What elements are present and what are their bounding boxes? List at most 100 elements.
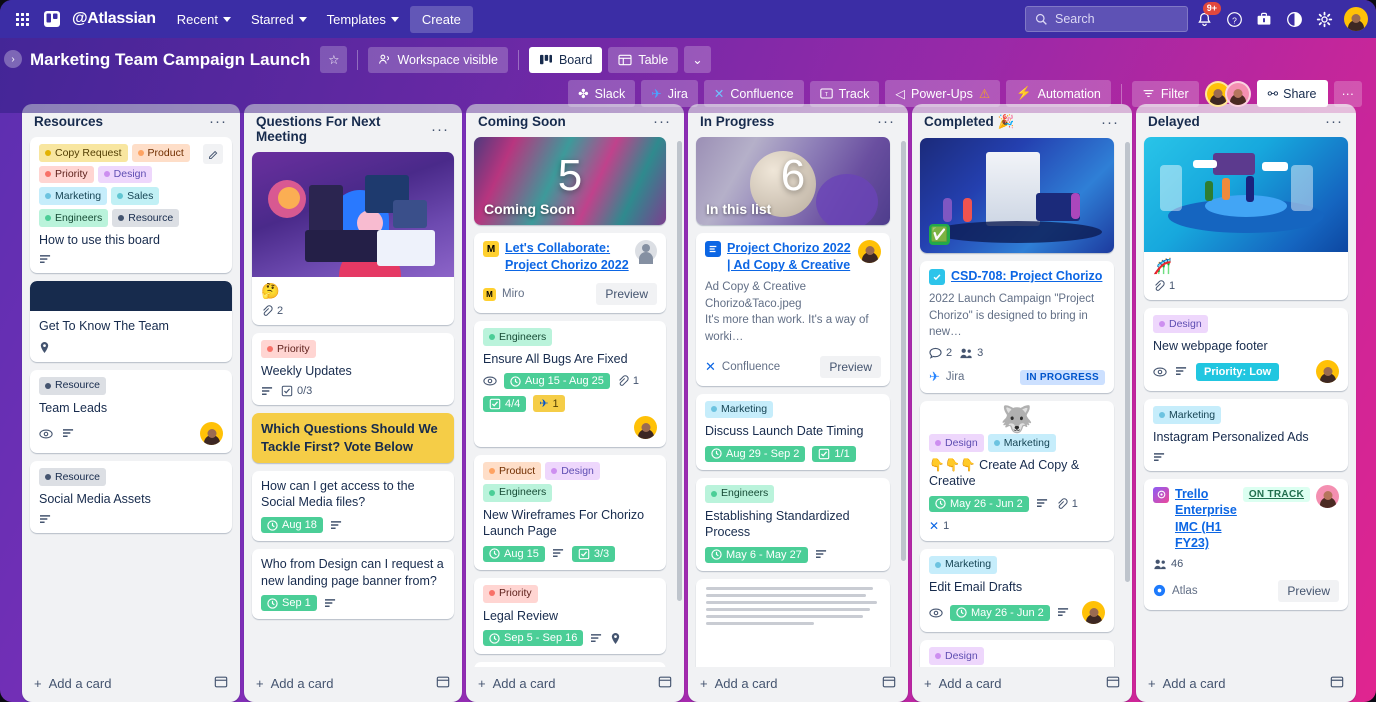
add-card-button[interactable]: + Add a card [22,667,240,702]
avatar[interactable] [1082,601,1105,625]
nav-recent[interactable]: Recent [168,7,240,32]
workspace-visibility-button[interactable]: Workspace visible [368,46,508,73]
due-date-badge[interactable]: May 26 - Jun 2 [950,604,1050,621]
label-marketing[interactable]: Marketing [987,434,1056,452]
view-more-dropdown[interactable]: ⌄ [684,46,711,73]
card-establishing-standardized-process[interactable]: Engineers Establishing Standardized Proc… [696,477,890,571]
card-new-webpage-footer[interactable]: Design New webpage footer Priority: Low [1144,308,1348,392]
avatar[interactable] [634,416,657,440]
brand-name[interactable]: @Atlassian [72,10,156,27]
card-template-icon[interactable] [436,675,450,692]
notifications-bell-icon[interactable]: 9+ [1190,2,1221,33]
tab-board-view[interactable]: Board [528,46,603,73]
due-date-badge[interactable]: Aug 29 - Sep 2 [705,445,806,462]
user-avatar[interactable] [1344,7,1368,31]
card-social-media-files-question[interactable]: How can I get access to the Social Media… [252,470,454,542]
smart-link-title[interactable]: Let's Collaborate: Project Chorizo 2022 [505,241,629,272]
card-weekly-updates[interactable]: Priority Weekly Updates 0/3 [252,333,454,406]
label-engineers[interactable]: Engineers [705,484,775,503]
label-design[interactable]: Design [1153,315,1208,333]
card-social-media-assets[interactable]: Resource Social Media Assets [30,461,232,533]
card-new-wireframes[interactable]: Product Design Engineers New Wireframes … [474,455,666,570]
card-how-to-use-this-board[interactable]: Copy Request Product Priority Design Mar… [30,137,232,274]
filter-button[interactable]: Filter [1131,80,1199,107]
card-legal-review[interactable]: Priority Legal Review Sep 5 - Sep 16 [474,577,666,655]
list-scrollbar[interactable] [901,141,906,561]
due-date-badge[interactable]: May 6 - May 27 [705,546,808,563]
avatar[interactable] [1316,484,1340,508]
card-jira-csd-708-link[interactable]: CSD-708: Project Chorizo 2022 Launch Cam… [920,261,1114,394]
preview-button[interactable]: Preview [820,355,881,378]
board-menu-button[interactable]: ··· [1333,80,1362,107]
search-input[interactable]: Search [1025,6,1188,32]
nav-templates[interactable]: Templates [318,7,408,32]
apps-grid-icon[interactable] [8,5,36,33]
sidebar-toggle-button[interactable]: › [4,50,22,68]
card-which-questions-vote[interactable]: Which Questions Should We Tackle First? … [252,413,454,463]
add-card-button[interactable]: + Add a card [1136,667,1356,702]
label-engineers[interactable]: Engineers [483,483,553,502]
due-date-badge[interactable]: Aug 15 - Aug 25 [504,373,610,390]
label-resource[interactable]: Resource [112,209,180,227]
add-card-button[interactable]: + Add a card [466,667,684,702]
tab-table-view[interactable]: Table [608,46,679,73]
generic-avatar[interactable] [635,240,657,262]
create-button[interactable]: Create [409,5,473,33]
add-card-button[interactable]: + Add a card [688,667,908,702]
avatar[interactable] [1316,360,1339,384]
list-actions-icon[interactable]: ··· [1101,113,1119,131]
card-devices-cover[interactable]: 🤔 2 [252,152,454,325]
card-phase-1-project-chorizo[interactable]: Priority Phase 1: Project Chorizo Aug 31… [474,662,666,667]
help-circle-icon[interactable]: ? [1220,5,1248,33]
track-button[interactable]: T Track [809,80,880,107]
card-team-leads[interactable]: Resource Team Leads [30,369,232,454]
list-actions-icon[interactable]: ··· [877,113,895,130]
list-actions-icon[interactable]: ··· [209,113,227,130]
card-template-icon[interactable] [882,675,896,692]
card-confluence-ad-copy-link[interactable]: Project Chorizo 2022 | Ad Copy & Creativ… [696,233,890,386]
settings-gear-icon[interactable] [1310,5,1338,33]
avatar[interactable] [858,240,881,263]
card-delayed-cover[interactable]: 🎢 1 [1144,137,1348,300]
card-edit-email-drafts[interactable]: Marketing Edit Email Drafts May 26 - Jun… [920,548,1114,633]
card-miro-collaborate-link[interactable]: M Let's Collaborate: Project Chorizo 202… [474,233,666,313]
star-board-button[interactable]: ☆ [320,46,348,73]
card-in-this-list-cover[interactable]: 6 In this list [696,137,890,225]
jira-switcher-icon[interactable] [1250,5,1278,33]
label-resource[interactable]: Resource [39,376,106,395]
list-scrollbar[interactable] [1125,142,1130,582]
list-actions-icon[interactable]: ··· [1325,113,1343,130]
label-priority[interactable]: Priority [483,584,538,603]
due-date-badge[interactable]: Sep 5 - Sep 16 [483,630,584,647]
card-get-to-know-the-team[interactable]: Get To Know The Team [30,281,232,362]
avatar[interactable] [200,422,223,446]
label-marketing[interactable]: Marketing [39,187,108,206]
card-completed-cover[interactable]: ✅ [920,138,1114,253]
label-product[interactable]: Product [483,462,542,480]
card-create-ad-copy-and-creative[interactable]: 🐺 Design Marketing 👇👇👇 Create Ad Copy & … [920,401,1114,541]
label-marketing[interactable]: Marketing [929,555,998,574]
confluence-button[interactable]: ✕ Confluence [703,80,804,107]
label-marketing[interactable]: Marketing [705,400,774,419]
label-product[interactable]: Product [131,144,190,162]
label-design[interactable]: Design [545,462,600,480]
label-design[interactable]: Design [929,647,984,665]
nav-starred[interactable]: Starred [242,7,316,32]
smart-link-title[interactable]: Trello Enterprise IMC (H1 FY23) [1175,486,1237,551]
card-atlas-trello-enterprise-imc-link[interactable]: Trello Enterprise IMC (H1 FY23) ON TRACK… [1144,478,1348,610]
jira-button[interactable]: ✈ Jira [641,80,698,107]
card-blog-draft-link[interactable]: Project Chorizo 2022 | Blog Draft [696,578,890,667]
label-priority[interactable]: Priority [39,165,94,184]
add-card-button[interactable]: + Add a card [244,667,462,702]
label-sales[interactable]: Sales [111,187,160,206]
preview-button[interactable]: Preview [1278,579,1339,602]
automation-button[interactable]: ⚡ Automation [1006,80,1111,107]
label-copy-request[interactable]: Copy Request [39,144,128,162]
card-landing-page-banner-question[interactable]: Who from Design can I request a new land… [252,549,454,620]
share-button[interactable]: ⚯ Share [1256,80,1328,107]
list-actions-icon[interactable]: ··· [653,113,671,130]
label-engineers[interactable]: Engineers [483,328,553,346]
preview-button[interactable]: Preview [596,283,657,305]
add-card-button[interactable]: + Add a card [912,667,1132,702]
label-priority[interactable]: Priority [261,340,316,358]
